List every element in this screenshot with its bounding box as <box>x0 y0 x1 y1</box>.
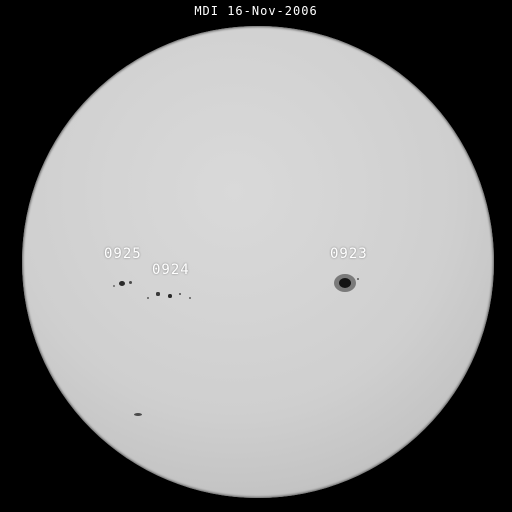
sunspot-speckle-0924-1 <box>168 294 172 298</box>
limb-feature <box>134 413 142 416</box>
solar-disc <box>22 26 494 498</box>
sunspot-speckle-0925-0 <box>129 281 132 284</box>
sunspot-speckle-0925-1 <box>113 285 115 287</box>
sunspot-speckle-0924-0 <box>156 292 159 295</box>
solar-image-container: MDI 16-Nov-2006 0923 0925 0924 <box>0 0 512 512</box>
sunspot-label-0924: 0924 <box>152 262 190 278</box>
sunspot-speckle-0924-3 <box>189 297 191 299</box>
sunspot-umbra-0925 <box>119 281 125 286</box>
sunspot-umbra-0923 <box>339 278 351 288</box>
sunspot-label-0925: 0925 <box>104 246 142 262</box>
image-title: MDI 16-Nov-2006 <box>0 4 512 18</box>
sunspot-speckle-0924-4 <box>147 297 149 299</box>
sunspot-label-0923: 0923 <box>330 246 368 262</box>
